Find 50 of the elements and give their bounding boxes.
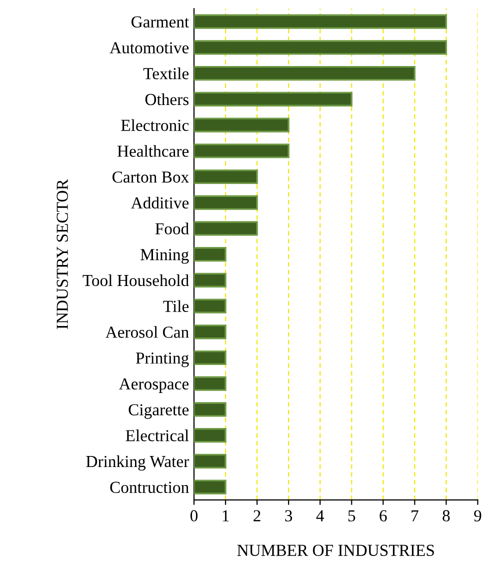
x-tick-label: 9 bbox=[474, 510, 482, 522]
bar bbox=[194, 454, 226, 468]
bar bbox=[194, 324, 226, 340]
y-tick-label: Healthcare bbox=[117, 145, 189, 157]
bar bbox=[194, 350, 226, 366]
y-tick-label: Drinking Water bbox=[86, 455, 189, 471]
y-tick-label: Tool Household bbox=[82, 274, 189, 286]
bar bbox=[194, 66, 416, 81]
bar bbox=[194, 428, 226, 443]
y-tick-label: Food bbox=[155, 222, 189, 234]
x-axis-title: NUMBER OF INDUSTRIES bbox=[237, 544, 434, 556]
y-tick-label: Electrical bbox=[126, 430, 189, 442]
y-tick-label: Aerosol Can bbox=[106, 326, 189, 338]
bar bbox=[194, 221, 258, 236]
x-tick-label: 3 bbox=[285, 510, 292, 522]
bar bbox=[194, 144, 290, 158]
y-tick-label: Textile bbox=[143, 68, 189, 80]
x-tick-label: 2 bbox=[254, 510, 260, 522]
y-tick-label: Contruction bbox=[110, 482, 189, 493]
bar bbox=[194, 14, 448, 29]
y-tick-label: Mining bbox=[140, 249, 189, 264]
y-axis-title: INDUSTRY SECTOR bbox=[56, 179, 68, 329]
bar bbox=[194, 376, 226, 391]
y-tick-label: Electronic bbox=[121, 119, 189, 131]
y-tick-label: Tile bbox=[163, 300, 189, 312]
y-tick-label: Others bbox=[145, 93, 189, 106]
x-tick-label: 6 bbox=[380, 510, 387, 522]
y-tick-label: Printing bbox=[136, 352, 189, 368]
y-tick-label: Aerospace bbox=[118, 378, 189, 393]
x-tick-label: 1 bbox=[222, 510, 229, 522]
bar bbox=[194, 298, 226, 314]
x-tick-label: 5 bbox=[348, 510, 356, 522]
y-tick-label: Cigarette bbox=[128, 404, 189, 419]
bar bbox=[194, 272, 226, 288]
x-tick-label: 8 bbox=[442, 510, 450, 522]
bar bbox=[194, 40, 448, 55]
bar bbox=[194, 402, 226, 417]
x-tick-label: 4 bbox=[316, 510, 324, 522]
y-tick-label: Automotive bbox=[110, 42, 189, 54]
bar bbox=[194, 92, 352, 106]
y-tick-label: Additive bbox=[130, 196, 189, 209]
y-tick-label: Carton Box bbox=[112, 171, 189, 183]
y-tick-label: Garment bbox=[132, 16, 190, 28]
bar bbox=[194, 247, 226, 262]
x-tick-label: 7 bbox=[412, 510, 418, 522]
bar bbox=[194, 118, 290, 132]
x-tick-label: 0 bbox=[190, 510, 198, 522]
bar bbox=[194, 480, 226, 494]
bar bbox=[194, 169, 258, 184]
bar bbox=[194, 195, 258, 210]
